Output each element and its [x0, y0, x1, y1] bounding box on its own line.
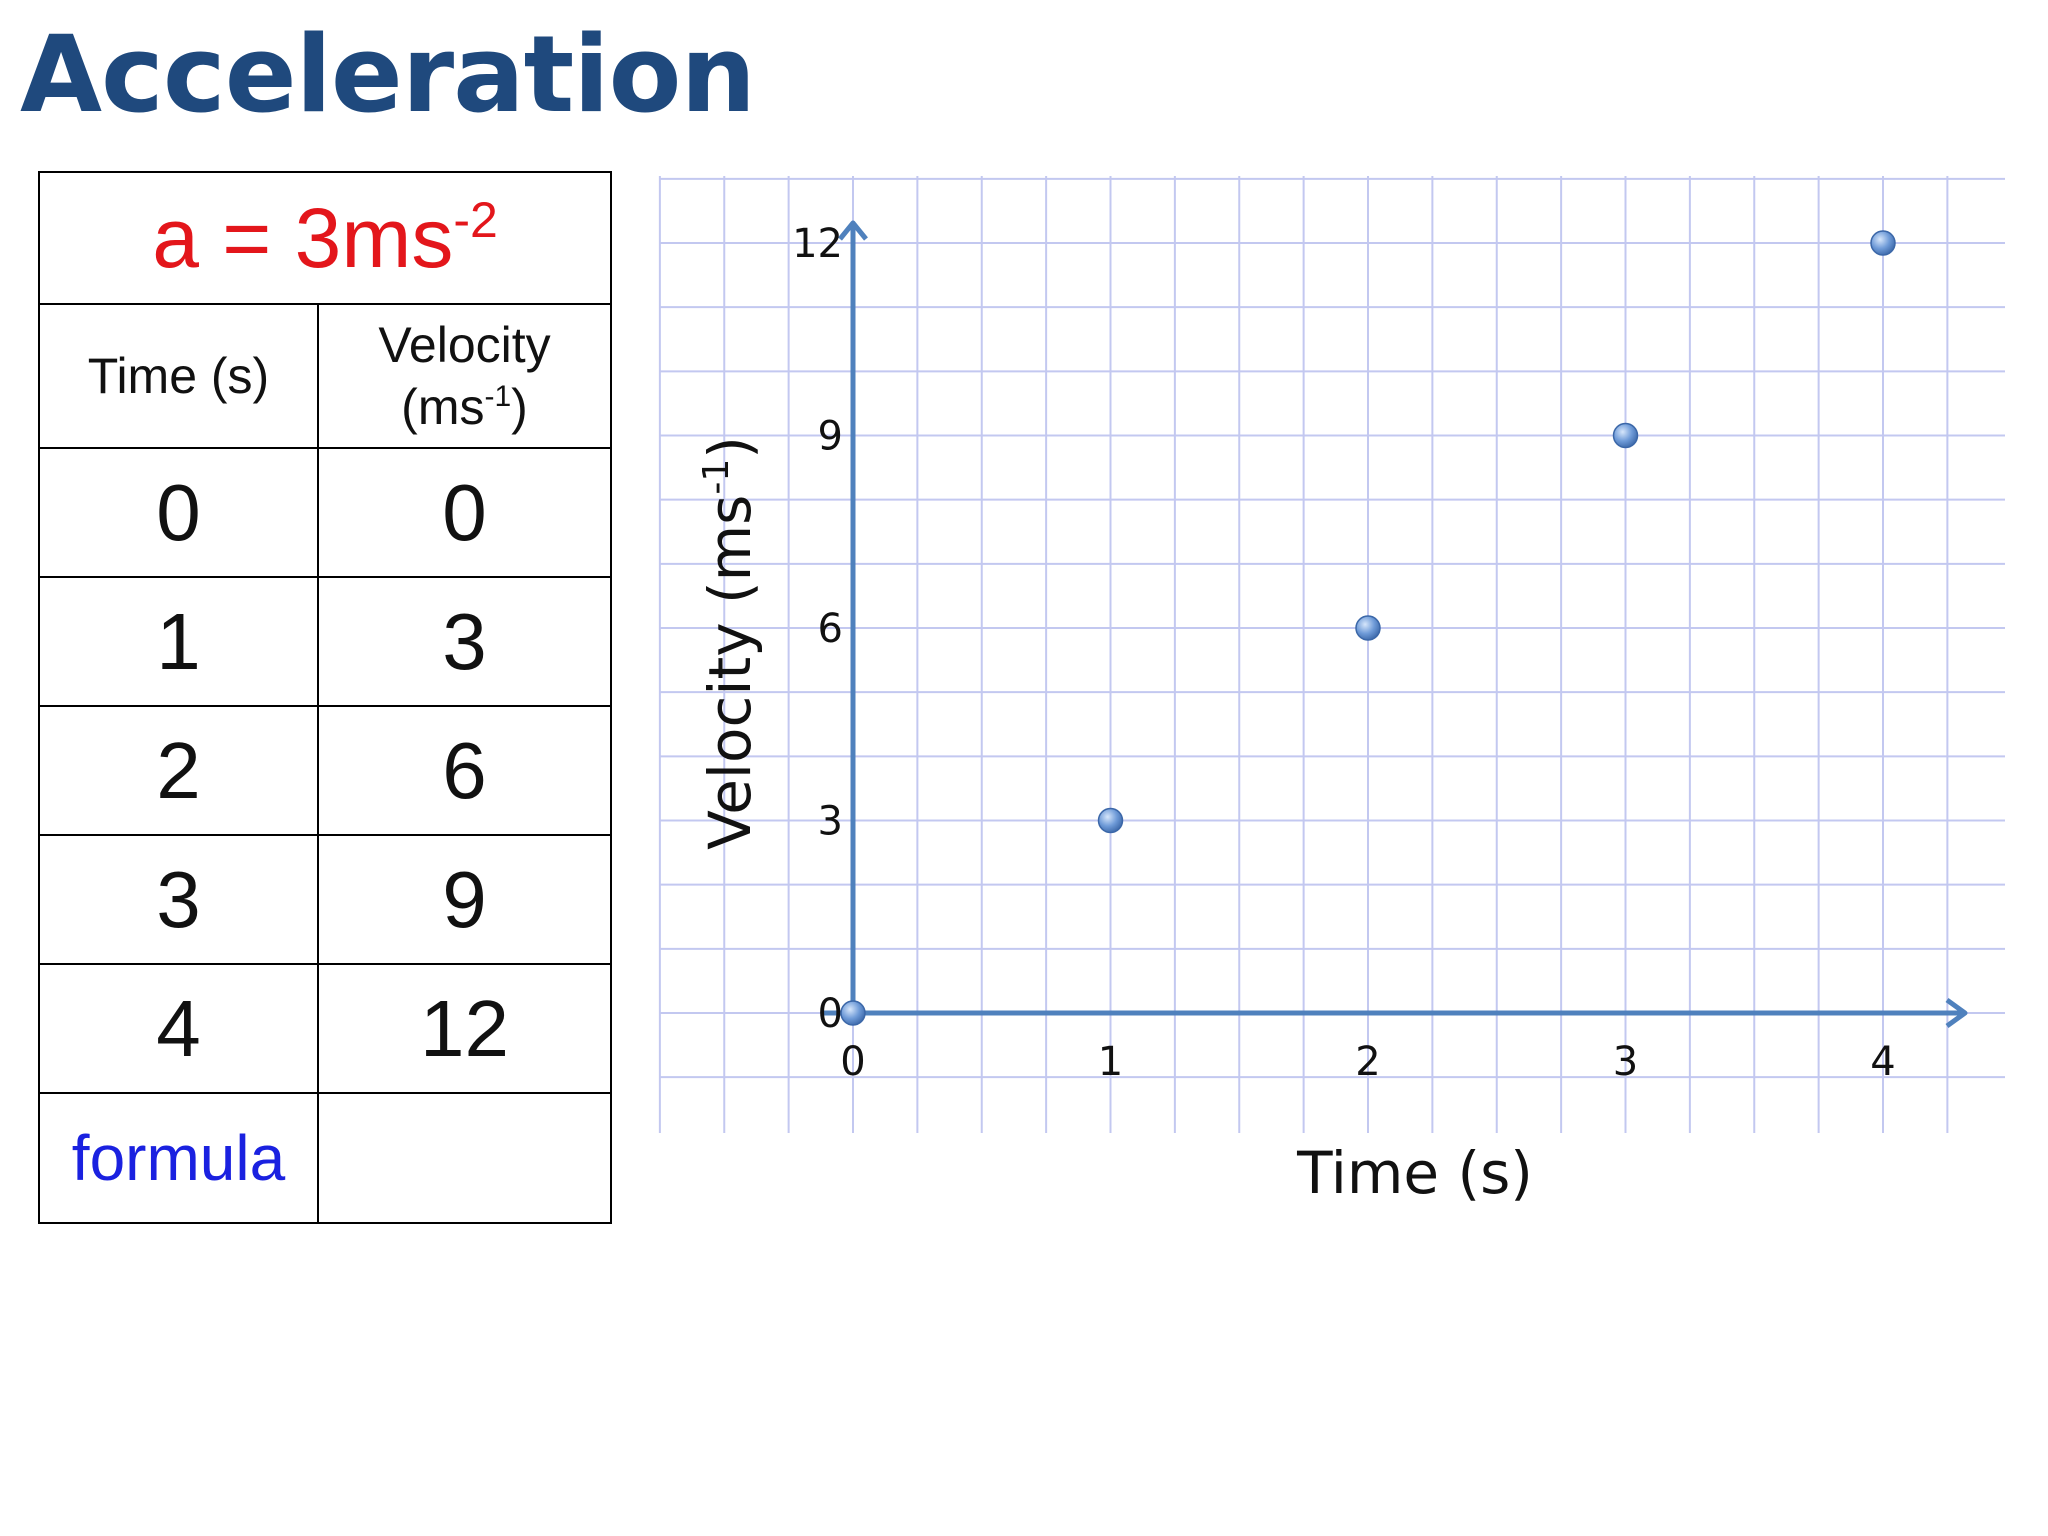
data-point: [1870, 230, 1896, 256]
formula-row: formula: [38, 1092, 612, 1224]
y-axis-arrow: [838, 220, 868, 241]
y-tick-label: 0: [818, 991, 843, 1037]
table-row: 4 12: [38, 963, 612, 1094]
table-row: 0 0: [38, 447, 612, 578]
chart-points: [840, 230, 1896, 1026]
y-tick-label: 12: [792, 221, 843, 267]
velocity-cell: 9: [317, 834, 612, 965]
y-tick-label: 3: [818, 799, 843, 845]
x-tick-label: 1: [1098, 1039, 1123, 1085]
velocity-header-unit: (ms: [401, 379, 485, 435]
formula-label: formula: [71, 1122, 286, 1194]
table-header-row: Time (s) Velocity (ms-1): [38, 303, 612, 449]
velocity-cell: 12: [317, 963, 612, 1094]
x-tick-label: 2: [1355, 1039, 1380, 1085]
slide-title: Acceleration: [20, 13, 756, 136]
x-axis-arrow: [1945, 997, 1968, 1029]
time-cell: 2: [38, 705, 319, 836]
velocity-header-close: ): [511, 379, 528, 435]
time-header: Time (s): [38, 303, 319, 449]
y-tick-label: 9: [818, 414, 843, 460]
y-tick-label: 6: [818, 606, 843, 652]
y-axis-label-text: Velocity (ms: [696, 495, 764, 850]
time-cell: 0: [38, 447, 319, 578]
velocity-header: Velocity (ms-1): [317, 303, 612, 449]
acceleration-text: a = 3ms: [152, 190, 454, 285]
acceleration-cell: a = 3ms-2: [38, 171, 612, 305]
y-axis-label-close: ): [696, 436, 764, 459]
x-axis-label: Time (s): [1296, 1139, 1533, 1207]
table-row: 3 9: [38, 834, 612, 965]
acceleration-exponent: -2: [453, 191, 498, 248]
table-row: 2 6: [38, 705, 612, 836]
time-cell: 1: [38, 576, 319, 707]
acceleration-data-table: a = 3ms-2 Time (s) Velocity (ms-1) 0 0 1…: [38, 171, 612, 1224]
time-cell: 4: [38, 963, 319, 1094]
x-tick-label: 0: [840, 1039, 865, 1085]
velocity-header-exponent: -1: [484, 380, 512, 413]
y-axis-label: Velocity (ms-1): [696, 436, 764, 850]
chart-axes: [823, 220, 1968, 1029]
data-point: [1097, 807, 1124, 834]
data-point: [840, 1000, 866, 1026]
data-point: [1612, 422, 1639, 449]
x-tick-label: 3: [1613, 1039, 1638, 1085]
formula-value-cell: [317, 1092, 612, 1224]
time-cell: 3: [38, 834, 319, 965]
formula-label-cell: formula: [38, 1092, 319, 1224]
y-axis-label-exponent: -1: [696, 459, 737, 495]
acceleration-formula: a = 3ms-2: [152, 191, 498, 285]
velocity-cell: 3: [317, 576, 612, 707]
x-tick-label: 4: [1870, 1039, 1895, 1085]
acceleration-row: a = 3ms-2: [38, 171, 612, 305]
velocity-cell: 6: [317, 705, 612, 836]
chart-grid: [658, 176, 2005, 1133]
table-row: 1 3: [38, 576, 612, 707]
velocity-header-label: Velocity: [378, 317, 551, 373]
velocity-cell: 0: [317, 447, 612, 578]
data-point: [1355, 615, 1381, 641]
